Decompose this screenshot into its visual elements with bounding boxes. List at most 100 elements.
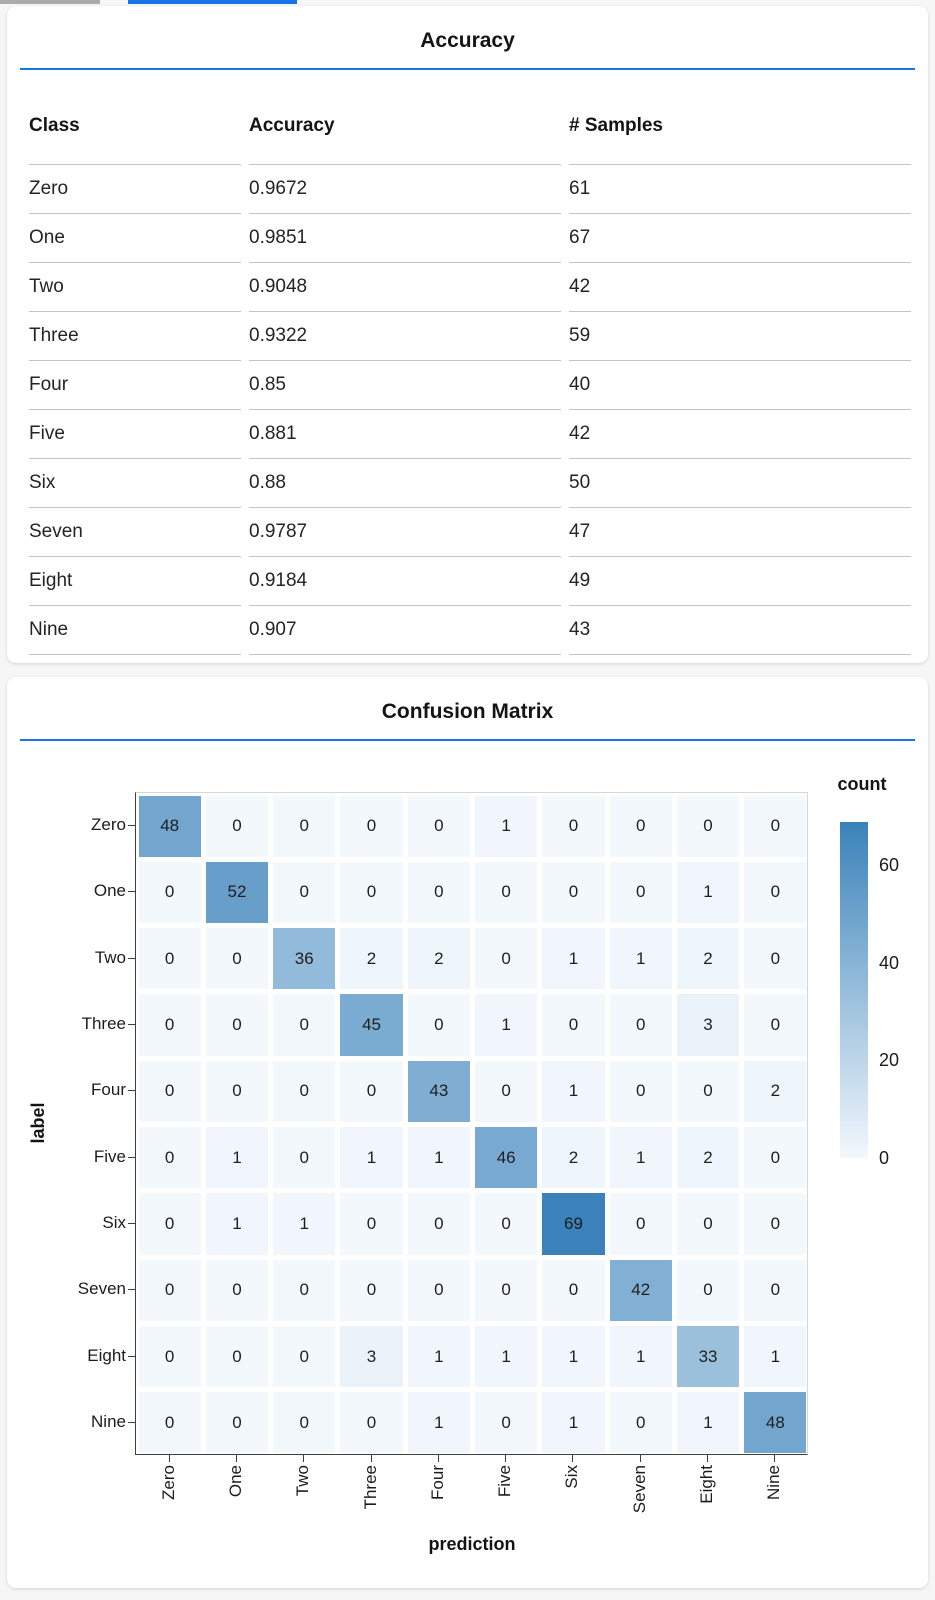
y-tick-label: Zero — [91, 815, 126, 835]
tab-indicator-inactive[interactable] — [0, 0, 100, 4]
heatmap-cell: 52 — [205, 861, 269, 924]
confusion-matrix-panel: Confusion Matrix label 48 0 0 0 0 1 0 0 0 0 0 52 0 0 0… — [7, 677, 928, 1588]
heatmap-cell: 0 — [205, 928, 269, 990]
table-cell: Nine — [29, 606, 241, 655]
x-tick-label: Seven — [629, 1465, 649, 1514]
table-cell: Five — [29, 410, 241, 459]
heatmap-cell: 69 — [542, 1193, 605, 1255]
confusion-title-rule — [20, 739, 915, 741]
heatmap-cell: 0 — [407, 1193, 470, 1255]
heatmap-cell: 0 — [340, 795, 403, 857]
heatmap-cell: 0 — [475, 1392, 538, 1454]
x-tick-label: Three — [360, 1465, 380, 1510]
heatmap-cell: 2 — [340, 928, 403, 990]
heatmap-cell: 48 — [138, 795, 201, 857]
heatmap-cell: 0 — [273, 1127, 336, 1189]
accuracy-table-body: Zero 0.9672 61 One 0.9851 67 Two 0.9048 42 Three 0… — [29, 165, 911, 655]
table-cell: 0.85 — [249, 361, 561, 410]
heatmap-cell: 1 — [542, 1060, 605, 1122]
heatmap-cell: 0 — [475, 1060, 538, 1122]
table-row: Two 0.9048 42 — [29, 263, 911, 312]
heatmap-cell: 0 — [407, 1259, 470, 1321]
heatmap-cell: 0 — [609, 1060, 672, 1122]
x-tick — [707, 1455, 709, 1462]
y-tick — [128, 891, 135, 893]
y-tick — [128, 1222, 135, 1224]
legend-tick-label: 0 — [879, 1147, 890, 1168]
y-tick — [128, 1090, 135, 1092]
heatmap-cell: 43 — [407, 1060, 470, 1122]
heatmap-cell: 3 — [676, 994, 740, 1056]
heatmap-cell: 1 — [205, 1193, 269, 1255]
y-tick — [128, 1156, 135, 1158]
heatmap-cell: 0 — [542, 795, 605, 857]
table-cell: 0.9672 — [249, 165, 561, 214]
heatmap-cell: 45 — [340, 994, 403, 1056]
table-row: Eight 0.9184 49 — [29, 557, 911, 606]
x-tick-label: Four — [427, 1465, 447, 1500]
table-cell: Eight — [29, 557, 241, 606]
y-tick-label: Nine — [91, 1411, 126, 1431]
table-cell: 40 — [569, 361, 911, 410]
accuracy-table-header-row: Class Accuracy # Samples — [29, 70, 911, 165]
tab-indicator-active[interactable] — [128, 0, 297, 4]
table-cell: 47 — [569, 508, 911, 557]
heatmap-cell: 0 — [273, 1060, 336, 1122]
legend-title: count — [837, 774, 887, 794]
heatmap-cell: 1 — [475, 994, 538, 1056]
heatmap-cell: 1 — [609, 1325, 672, 1388]
table-row: One 0.9851 67 — [29, 214, 911, 263]
y-tick-label: Two — [94, 947, 126, 967]
y-tick — [128, 957, 135, 959]
heatmap-cell: 0 — [273, 795, 336, 857]
confusion-matrix-title: Confusion Matrix — [381, 700, 554, 723]
x-tick — [437, 1455, 439, 1462]
heatmap-cell: 1 — [609, 928, 672, 990]
table-cell: 50 — [569, 459, 911, 508]
heatmap-cell: 0 — [475, 1193, 538, 1255]
table-row: Zero 0.9672 61 — [29, 165, 911, 214]
heatmap-cell: 0 — [407, 994, 470, 1056]
x-tick — [168, 1455, 170, 1462]
heatmap-cell: 0 — [340, 1193, 403, 1255]
heatmap-cell: 0 — [542, 994, 605, 1056]
y-tick — [128, 1421, 135, 1423]
heatmap-cell: 0 — [138, 1060, 201, 1122]
table-cell: 0.9048 — [249, 263, 561, 312]
x-tick — [774, 1455, 776, 1462]
table-cell: 0.9322 — [249, 312, 561, 361]
table-cell: 0.907 — [249, 606, 561, 655]
table-cell: Four — [29, 361, 241, 410]
heatmap-cell: 0 — [475, 1259, 538, 1321]
heatmap-cell: 0 — [744, 928, 807, 990]
table-cell: Six — [29, 459, 241, 508]
heatmap-cell: 3 — [340, 1325, 403, 1388]
x-tick-label: Eight — [697, 1465, 717, 1504]
heatmap-cell: 0 — [609, 994, 672, 1056]
column-header-class: Class — [29, 70, 241, 165]
heatmap-cell: 0 — [273, 861, 336, 924]
table-cell: 0.9851 — [249, 214, 561, 263]
y-tick — [128, 825, 135, 827]
heatmap-cell: 2 — [676, 1127, 740, 1189]
heatmap-cell: 0 — [138, 1193, 201, 1255]
table-cell: Two — [29, 263, 241, 312]
heatmap-cell: 0 — [138, 1259, 201, 1321]
heatmap-cell: 0 — [340, 1392, 403, 1454]
heatmap-cell: 1 — [676, 1392, 740, 1454]
table-cell: 67 — [569, 214, 911, 263]
heatmap-cell: 0 — [744, 1193, 807, 1255]
heatmap-cell: 0 — [609, 1392, 672, 1454]
heatmap-cell: 1 — [609, 1127, 672, 1189]
table-cell: 42 — [569, 263, 911, 312]
heatmap-cell: 1 — [340, 1127, 403, 1189]
heatmap-cell: 0 — [138, 1392, 201, 1454]
heatmap-cell: 0 — [205, 795, 269, 857]
heatmap-cell: 0 — [676, 1193, 740, 1255]
heatmap-cell: 0 — [205, 1259, 269, 1321]
table-cell: 0.9184 — [249, 557, 561, 606]
x-tick — [572, 1455, 574, 1462]
heatmap-cell: 0 — [340, 1259, 403, 1321]
table-row: Four 0.85 40 — [29, 361, 911, 410]
heatmap-cell: 0 — [205, 1325, 269, 1388]
